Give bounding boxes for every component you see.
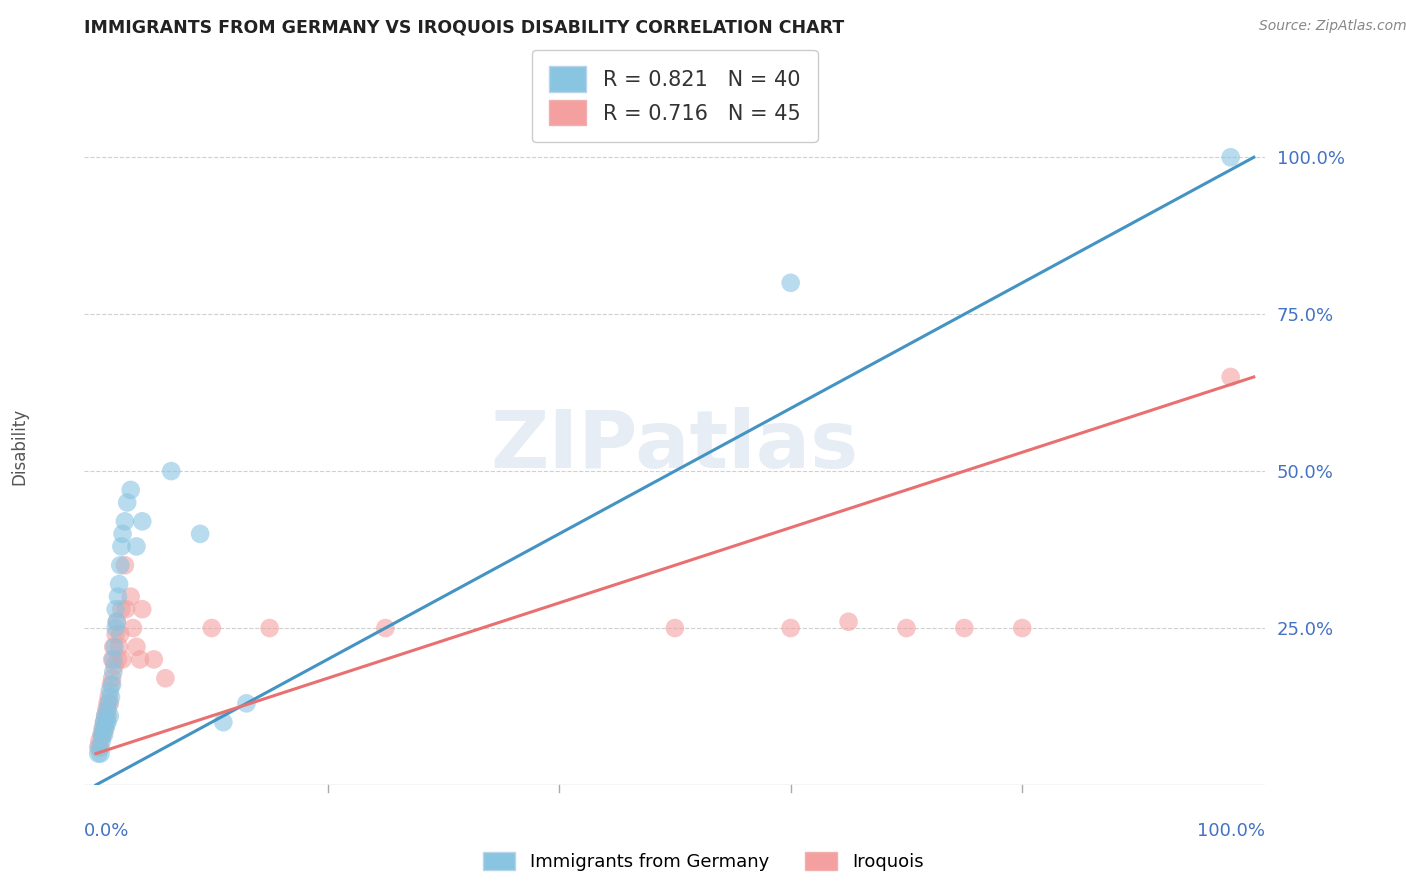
Point (110, 602, 132, 616)
Point (896, 621, 918, 635)
Point (103, 640, 125, 654)
Point (104, 627, 127, 641)
Point (103, 665, 125, 679)
Point (111, 527, 134, 541)
Point (104, 621, 127, 635)
Point (90, 728, 112, 742)
Point (97, 697, 120, 711)
Point (94, 709, 117, 723)
Point (93, 728, 115, 742)
Point (188, 527, 211, 541)
Point (90, 728, 112, 742)
Legend: Immigrants from Germany, Iroquois: Immigrants from Germany, Iroquois (475, 845, 931, 879)
Point (664, 621, 686, 635)
Point (101, 652, 124, 666)
Point (87, 747, 110, 761)
Point (91, 722, 114, 736)
Point (107, 652, 129, 666)
Point (111, 652, 134, 666)
Point (96, 715, 118, 730)
Point (131, 514, 153, 528)
Legend: R = 0.821   N = 40, R = 0.716   N = 45: R = 0.821 N = 40, R = 0.716 N = 45 (533, 50, 817, 142)
Point (142, 652, 165, 666)
Text: 0.0%: 0.0% (84, 822, 129, 840)
Point (98, 709, 121, 723)
Point (101, 671, 124, 685)
Point (115, 602, 138, 616)
Point (91, 728, 114, 742)
Point (110, 627, 132, 641)
Text: Disability: Disability (10, 408, 28, 484)
Point (94, 722, 117, 736)
Text: 100.0%: 100.0% (1198, 822, 1265, 840)
Point (96, 703, 118, 717)
Point (96, 709, 118, 723)
Point (108, 640, 131, 654)
Point (94, 709, 117, 723)
Point (90, 747, 112, 761)
Point (125, 640, 148, 654)
Point (105, 615, 128, 629)
Point (779, 276, 801, 290)
Point (103, 652, 125, 666)
Point (90, 740, 112, 755)
Point (110, 558, 132, 573)
Point (120, 483, 142, 497)
Point (108, 577, 131, 591)
Point (1011, 621, 1033, 635)
Point (97, 690, 120, 704)
Point (953, 621, 976, 635)
Point (96, 703, 118, 717)
Point (129, 652, 152, 666)
Point (1219, 370, 1241, 384)
Point (107, 590, 129, 604)
Point (87, 740, 110, 755)
Point (101, 677, 124, 691)
Point (89, 740, 111, 755)
Point (91, 722, 114, 736)
Point (160, 464, 183, 478)
Point (93, 715, 115, 730)
Point (1219, 150, 1241, 164)
Point (105, 615, 128, 629)
Point (93, 715, 115, 730)
Point (114, 514, 136, 528)
Point (259, 621, 281, 635)
Point (114, 558, 136, 573)
Point (201, 621, 224, 635)
Point (98, 683, 121, 698)
Point (110, 540, 132, 554)
Point (115, 495, 138, 509)
Point (100, 690, 122, 704)
Point (374, 621, 396, 635)
Point (98, 697, 121, 711)
Point (120, 590, 142, 604)
Point (155, 671, 177, 685)
Point (104, 602, 127, 616)
Point (235, 697, 257, 711)
Point (89, 734, 111, 748)
Point (125, 540, 148, 554)
Text: IMMIGRANTS FROM GERMANY VS IROQUOIS DISABILITY CORRELATION CHART: IMMIGRANTS FROM GERMANY VS IROQUOIS DISA… (84, 19, 845, 37)
Point (94, 722, 117, 736)
Point (212, 715, 235, 730)
Point (779, 621, 801, 635)
Text: Source: ZipAtlas.com: Source: ZipAtlas.com (1260, 19, 1406, 33)
Point (96, 715, 118, 730)
Point (131, 602, 153, 616)
Point (103, 640, 125, 654)
Point (838, 615, 860, 629)
Point (103, 658, 125, 673)
Point (122, 621, 145, 635)
Point (100, 677, 122, 691)
Point (90, 734, 112, 748)
Text: ZIPatlas: ZIPatlas (491, 407, 859, 485)
Point (96, 697, 118, 711)
